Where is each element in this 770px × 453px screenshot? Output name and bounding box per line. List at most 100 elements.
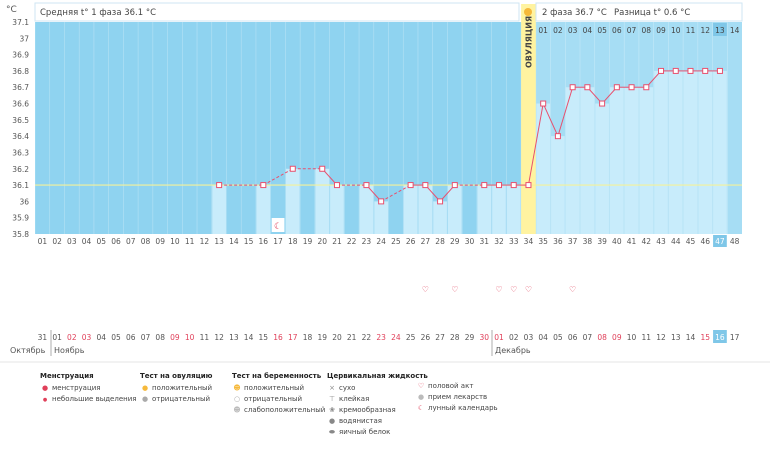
moon-icon: ☾ xyxy=(274,222,282,232)
cycle-day-label: 11 xyxy=(185,237,195,246)
temp-point xyxy=(363,182,370,189)
cycle-day-label: 26 xyxy=(406,237,416,246)
cycle-day-label: 15 xyxy=(244,237,254,246)
cycle-day-label: 05 xyxy=(97,237,107,246)
temp-point xyxy=(437,198,444,205)
temp-bar xyxy=(212,185,226,234)
calendar-date-label: 04 xyxy=(97,333,107,342)
cycle-day-label: 32 xyxy=(494,237,504,246)
temp-point xyxy=(702,67,709,74)
drop-icon: ● xyxy=(41,384,49,392)
top-day-label: 11 xyxy=(686,26,696,35)
calendar-date-label: 18 xyxy=(303,333,313,342)
legend-item: ☻ слабоположительный xyxy=(233,406,326,414)
legend-item: ❀ кремообразная xyxy=(327,405,428,416)
top-day-label: 04 xyxy=(583,26,593,35)
cycle-day-label: 22 xyxy=(347,237,357,246)
heart-icon: ♡ xyxy=(525,285,532,294)
temperature-bars xyxy=(212,70,727,235)
phase2-average: 2 фаза 36.7 °C xyxy=(542,8,607,18)
month-october: Октябрь xyxy=(10,346,46,355)
cycle-day-label: 21 xyxy=(332,237,342,246)
temp-line-dashed xyxy=(263,168,294,186)
calendar-date-label: 27 xyxy=(435,333,445,342)
cycle-day-label: 36 xyxy=(553,237,563,246)
temp-point xyxy=(716,67,723,74)
temp-bar xyxy=(359,185,374,234)
cycle-day-label: 33 xyxy=(509,237,519,246)
calendar-date-label: 16 xyxy=(273,333,283,342)
phase1-average: Средняя t° 1 фаза 36.1 °C xyxy=(40,8,156,18)
temp-bar xyxy=(580,87,595,234)
cycle-day-label: 38 xyxy=(583,237,593,246)
temp-line xyxy=(527,103,544,186)
calendar-date-label: 10 xyxy=(185,333,195,342)
cycle-day-label: 03 xyxy=(67,237,77,246)
cycle-day-label: 28 xyxy=(435,237,445,246)
top-day-label: 01 xyxy=(538,26,548,35)
calendar-date-label: 07 xyxy=(141,333,151,342)
y-tick-label: 36.9 xyxy=(12,51,29,60)
cycle-day-label: 09 xyxy=(155,237,165,246)
cycle-day-label: 27 xyxy=(421,237,431,246)
calendar-date-label: 16 xyxy=(715,333,725,342)
temp-line xyxy=(557,87,574,137)
calendar-date-label: 12 xyxy=(214,333,224,342)
cycle-day-label: 10 xyxy=(170,237,180,246)
temp-bar xyxy=(256,185,271,234)
legend-menstruation: Менструация ● менструация ● небольшие выде… xyxy=(40,371,137,406)
temp-bar xyxy=(565,87,580,234)
legend-ovulation-test-title: Тест на овуляцию xyxy=(140,372,213,380)
top-day-label: 08 xyxy=(642,26,652,35)
calendar-date-label: 28 xyxy=(450,333,460,342)
calendar-date-label: 07 xyxy=(583,333,593,342)
calendar-date-label: 20 xyxy=(332,333,342,342)
cycle-day-label: 37 xyxy=(568,237,578,246)
pill-icon: ● xyxy=(417,393,425,401)
small-drop-icon: ● xyxy=(42,397,48,403)
temp-bar xyxy=(285,168,300,234)
legend-item: ♡ половой акт xyxy=(417,382,474,390)
lunar-mark-bg xyxy=(271,218,285,232)
cycle-day-label: 04 xyxy=(82,237,92,246)
moon-icon: ☾ xyxy=(417,404,425,412)
temp-point xyxy=(643,84,650,91)
dry-icon: × xyxy=(329,384,335,392)
month-november: Ноябрь xyxy=(54,346,85,355)
cycle-day-label: 45 xyxy=(686,237,696,246)
temp-bar xyxy=(624,87,639,234)
sun-positive-icon: ● xyxy=(141,384,149,392)
cycle-day-label: 01 xyxy=(38,237,48,246)
calendar-date-label: 10 xyxy=(627,333,637,342)
calendar-date-label: 26 xyxy=(421,333,431,342)
temp-point xyxy=(554,133,561,140)
temp-point xyxy=(319,165,326,172)
ovulation-label: ОВУЛЯЦИЯ xyxy=(524,16,533,68)
legend-pregnancy-test: Тест на беременность ☻ положительный ○ отр… xyxy=(232,371,325,416)
cycle-day-label: 31 xyxy=(479,237,489,246)
calendar-date-label: 25 xyxy=(406,333,416,342)
legend-item: ● менструация xyxy=(41,384,101,392)
smile-weak-icon: ☻ xyxy=(233,406,241,414)
temp-point xyxy=(584,84,591,91)
temp-bar xyxy=(418,185,433,234)
temp-point xyxy=(540,100,547,107)
legend-other: ♡ половой акт ● прием лекарств ☾ лунный кал… xyxy=(416,381,498,414)
calendar-date-label: 08 xyxy=(597,333,607,342)
cycle-day-label: 25 xyxy=(391,237,401,246)
legend-item: ● небольшие выделения xyxy=(40,394,137,406)
today-date-highlight xyxy=(713,330,727,343)
calendar-date-label: 11 xyxy=(200,333,210,342)
heart-icon: ♡ xyxy=(495,285,502,294)
top-day-label: 09 xyxy=(656,26,666,35)
calendar-date-label: 23 xyxy=(376,333,386,342)
phase-difference: Разница t° 0.6 °C xyxy=(614,8,690,18)
temp-point xyxy=(658,67,665,74)
sun-icon xyxy=(524,8,532,16)
calendar-date-label: 02 xyxy=(67,333,77,342)
legend-item: ● положительный xyxy=(141,384,213,392)
today-highlight xyxy=(713,235,727,247)
cycle-day-label: 02 xyxy=(52,237,62,246)
cycle-day-label: 35 xyxy=(538,237,548,246)
calendar-date-label: 29 xyxy=(465,333,475,342)
